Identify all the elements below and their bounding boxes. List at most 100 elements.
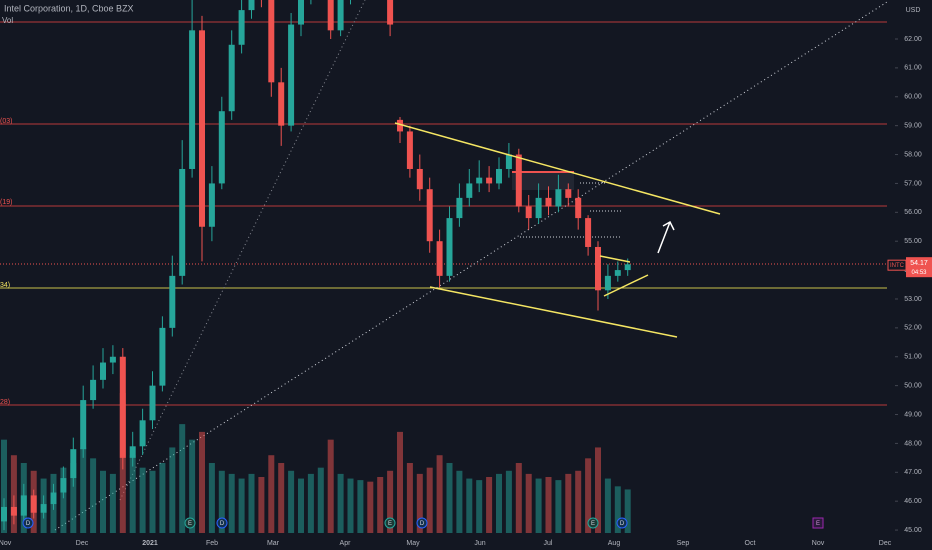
candle-body bbox=[327, 0, 334, 31]
candle-body bbox=[575, 197, 582, 219]
volume-bar bbox=[278, 463, 285, 533]
volume-bar bbox=[614, 486, 621, 533]
candle-body bbox=[545, 197, 552, 207]
volume-bar bbox=[317, 467, 324, 533]
event-icon bbox=[216, 517, 228, 529]
y-tick-label: 48.00 bbox=[904, 440, 922, 447]
candle-body bbox=[268, 0, 275, 83]
volume-bar bbox=[169, 447, 176, 533]
volume-bar bbox=[406, 463, 413, 533]
y-tick-label: 52.00 bbox=[904, 325, 922, 332]
candle-body bbox=[100, 362, 106, 380]
x-tick-label: Aug bbox=[608, 540, 621, 547]
x-tick-label: Feb bbox=[206, 540, 218, 547]
volume-bar bbox=[624, 489, 631, 533]
volume-bar bbox=[90, 458, 97, 533]
y-tick-label: 60.00 bbox=[904, 94, 922, 101]
event-icon bbox=[384, 517, 396, 529]
candle-body bbox=[565, 189, 572, 198]
drawings bbox=[394, 122, 721, 338]
event-label: D bbox=[26, 521, 31, 527]
x-tick-label: Jul bbox=[544, 540, 553, 547]
event-icon bbox=[416, 517, 428, 529]
y-tick-label: 49.00 bbox=[904, 411, 922, 418]
volume-bar bbox=[585, 458, 592, 533]
candle-body bbox=[139, 420, 146, 447]
volume-bar bbox=[436, 455, 443, 533]
x-tick-label: Jun bbox=[474, 540, 485, 547]
candle-body bbox=[199, 30, 205, 227]
candle-body bbox=[535, 197, 542, 219]
candle-body bbox=[129, 446, 136, 458]
volume-bar bbox=[327, 439, 334, 533]
volume-bar bbox=[476, 480, 483, 533]
event-label: D bbox=[420, 521, 425, 527]
candle-body bbox=[179, 168, 186, 276]
y-tick-label: 58.00 bbox=[904, 151, 922, 158]
candle-body bbox=[436, 241, 443, 276]
volume-bar bbox=[228, 473, 235, 533]
event-icon bbox=[616, 517, 628, 529]
y-tick-label: 57.00 bbox=[904, 180, 922, 187]
volume-bar bbox=[10, 455, 17, 533]
volume-bar bbox=[1, 439, 7, 533]
volume-label: Vol bbox=[2, 16, 13, 25]
x-tick-label: May bbox=[406, 540, 420, 547]
candle-body bbox=[248, 0, 255, 11]
candle-body bbox=[278, 82, 285, 126]
y-tick-label: 53.00 bbox=[904, 296, 922, 303]
candle-body bbox=[20, 495, 27, 516]
event-label: D bbox=[220, 521, 225, 527]
volume-bar bbox=[595, 447, 601, 533]
y-tick-label: 50.00 bbox=[904, 382, 922, 389]
volume-bar bbox=[535, 478, 542, 533]
candle-body bbox=[90, 379, 97, 401]
volume-bar bbox=[139, 467, 146, 533]
volume-bar bbox=[208, 463, 215, 533]
event-label: E bbox=[816, 521, 820, 527]
candle-body bbox=[337, 0, 344, 31]
candle-body bbox=[614, 270, 621, 276]
level-label: 28) bbox=[0, 399, 10, 406]
x-tick-label: Nov bbox=[812, 540, 825, 547]
candle-body bbox=[446, 218, 453, 276]
price-label: 54.17 bbox=[910, 260, 928, 267]
candle-body bbox=[476, 177, 483, 184]
volume-bar bbox=[446, 463, 453, 533]
y-tick-label: 59.00 bbox=[904, 123, 922, 130]
volume-bar bbox=[189, 439, 196, 533]
countdown-label: 04:53 bbox=[911, 270, 927, 276]
y-tick-label: 51.00 bbox=[904, 354, 922, 361]
candle-body bbox=[50, 492, 57, 505]
trend-ray bbox=[119, 0, 366, 501]
volume-bar bbox=[357, 480, 364, 533]
x-tick-label: Dec bbox=[879, 540, 892, 547]
level-label: (19) bbox=[0, 199, 12, 206]
volume-bar bbox=[179, 424, 186, 533]
volume-bar bbox=[397, 431, 403, 533]
candle-body bbox=[397, 119, 403, 132]
price-tag bbox=[906, 257, 932, 278]
candle-body bbox=[515, 154, 522, 207]
x-tick-label: Oct bbox=[745, 540, 756, 547]
volume-bar bbox=[555, 480, 562, 533]
y-tick-label: 62.00 bbox=[904, 36, 922, 43]
candle-body bbox=[624, 264, 631, 271]
y-tick-label: 61.00 bbox=[904, 65, 922, 72]
candle-body bbox=[10, 506, 17, 516]
candle-body bbox=[228, 44, 235, 112]
volume-bar bbox=[60, 467, 67, 533]
candle-body bbox=[1, 506, 7, 522]
event-label: E bbox=[591, 521, 595, 527]
volume-bar bbox=[565, 473, 572, 533]
volume-bar bbox=[307, 473, 314, 533]
volume-bar bbox=[70, 463, 77, 533]
candle-body bbox=[585, 218, 592, 247]
candle-body bbox=[525, 206, 532, 219]
event-icon bbox=[184, 517, 196, 529]
volume-bar bbox=[575, 470, 582, 533]
event-label: E bbox=[388, 521, 392, 527]
volume-bar bbox=[288, 470, 295, 533]
candle-body bbox=[288, 24, 295, 126]
